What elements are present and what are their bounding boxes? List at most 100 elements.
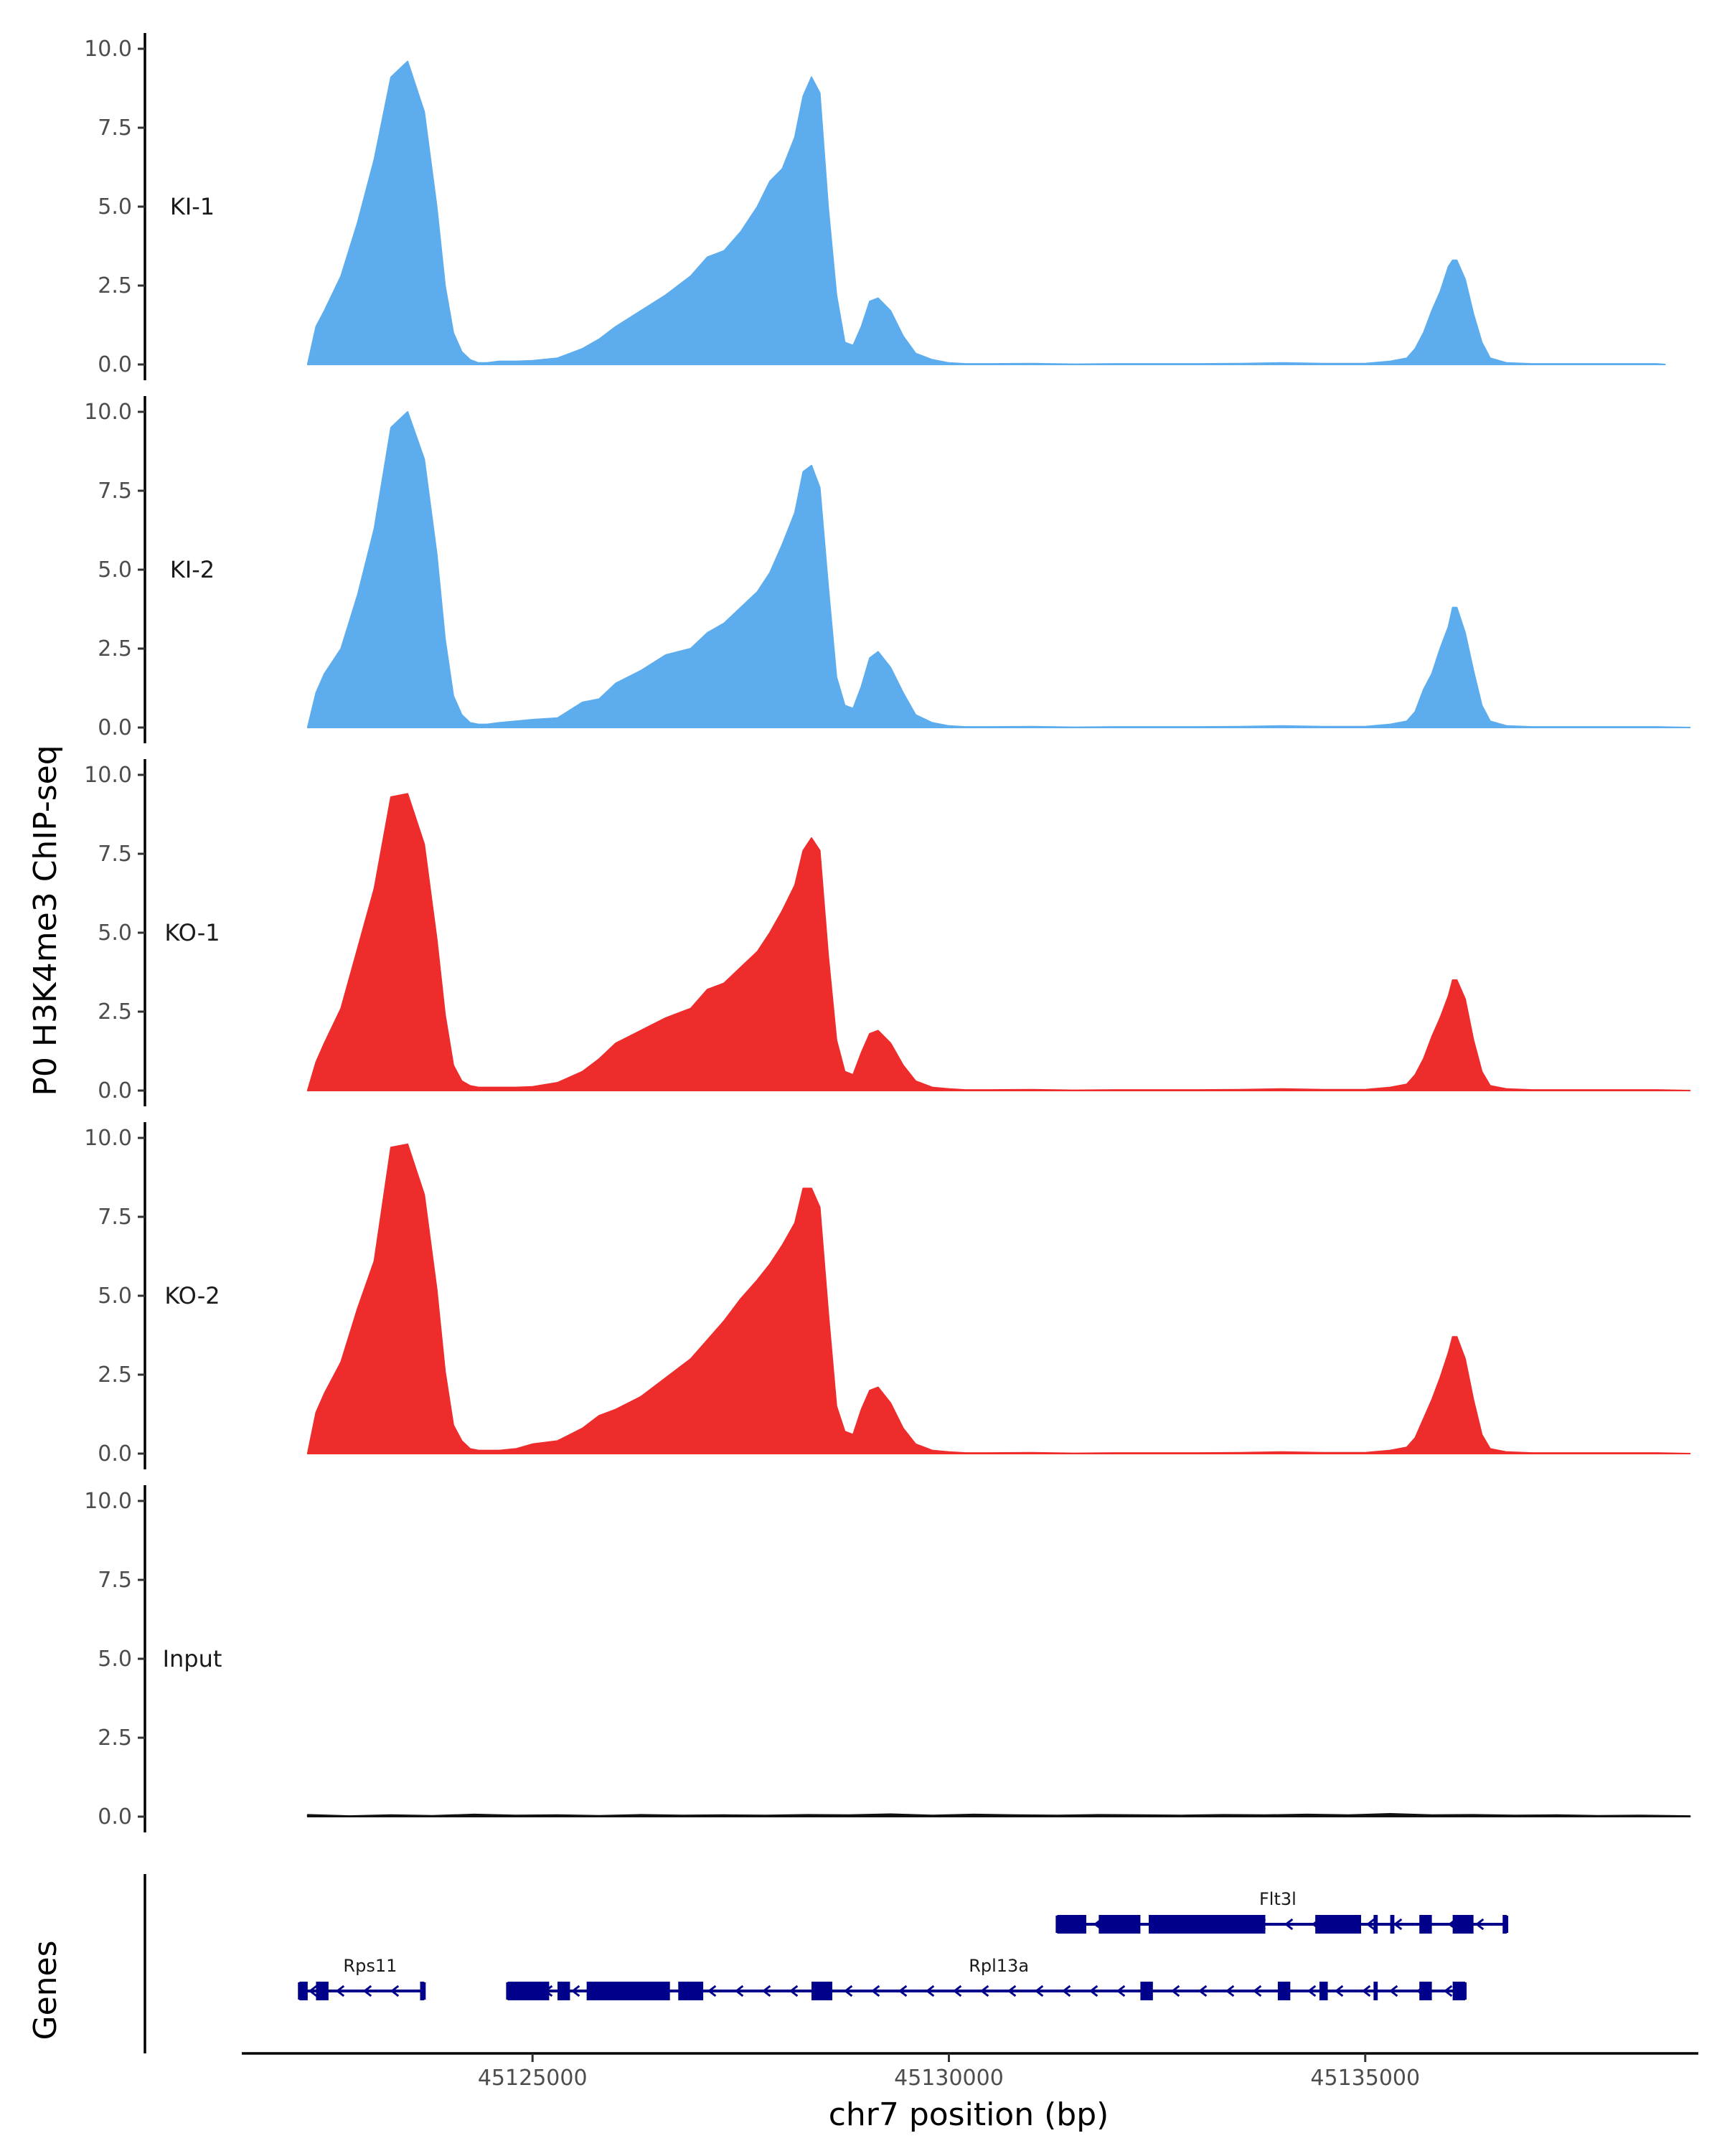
strand-arrow	[843, 1985, 853, 1997]
exon-block	[316, 1982, 329, 2000]
x-tick-label: 45135000	[1310, 2066, 1420, 2091]
strand-arrow	[1307, 1985, 1317, 1997]
strand-arrow	[1034, 1985, 1044, 1997]
exon-block	[1373, 1915, 1378, 1934]
strand-arrow	[1225, 1985, 1235, 1997]
coverage-area-ko-2	[306, 1143, 1691, 1454]
exon-block	[420, 1982, 425, 2000]
track-label: KI-2	[170, 556, 215, 583]
y-tick-label: 0.0	[98, 1804, 132, 1830]
y-tick-label: 2.5	[98, 1362, 132, 1388]
y-tick-label: 2.5	[98, 999, 132, 1025]
strand-arrow	[570, 1985, 580, 1997]
strand-arrow	[1334, 1985, 1344, 1997]
strand-arrow	[898, 1985, 908, 1997]
track-panel: 0.0 2.5 5.0 7.5 10.0 KI-1	[84, 33, 1666, 380]
track-label: KO-1	[164, 919, 220, 946]
strand-arrow	[952, 1985, 962, 1997]
gene-model-rps11: Rps11	[298, 1956, 426, 2000]
exon-block	[1419, 1982, 1432, 2000]
track-panel: 0.0 2.5 5.0 7.5 10.0 KO-1	[84, 759, 1691, 1106]
exon-block	[1057, 1915, 1086, 1934]
strand-arrow	[979, 1985, 989, 1997]
strand-arrow	[1252, 1985, 1262, 1997]
strand-arrow	[707, 1985, 717, 1997]
y-tick-label: 10.0	[84, 763, 132, 788]
genes-axis-title: Genes	[27, 1940, 64, 2040]
y-tick-label: 2.5	[98, 636, 132, 662]
y-tick-label: 5.0	[98, 194, 132, 220]
exon-block	[1315, 1915, 1361, 1934]
strand-arrow	[1284, 1918, 1294, 1931]
track-panel: 0.0 2.5 5.0 7.5 10.0 KI-2	[84, 396, 1691, 743]
strand-arrow	[1443, 1985, 1453, 1997]
exon-block	[507, 1982, 550, 2000]
y-tick-label: 10.0	[84, 1489, 132, 1514]
exon-block	[1452, 1915, 1474, 1934]
strand-arrow	[1388, 1985, 1398, 1997]
y-tick-label: 5.0	[98, 921, 132, 946]
gene-label: Rps11	[343, 1956, 397, 1976]
y-tick-label: 0.0	[98, 715, 132, 740]
genes-panel: Flt3l Rps11 Rpl13a	[144, 1874, 1509, 2053]
strand-arrow	[1088, 1985, 1098, 1997]
y-tick-label: 7.5	[98, 842, 132, 867]
y-tick-label: 10.0	[84, 1126, 132, 1151]
y-tick-label: 0.0	[98, 1078, 132, 1103]
x-tick-label: 45130000	[894, 2066, 1004, 2091]
strand-arrow	[335, 1985, 345, 1997]
y-axis-title: P0 H3K4me3 ChIP-seq	[27, 745, 64, 1096]
y-tick-label: 10.0	[84, 37, 132, 62]
exon-block	[1502, 1915, 1507, 1934]
track-panel: 0.0 2.5 5.0 7.5 10.0 Input	[84, 1485, 1691, 1832]
strand-arrow	[362, 1985, 372, 1997]
y-tick-label: 5.0	[98, 1284, 132, 1309]
exon-block	[1149, 1915, 1266, 1934]
y-tick-label: 7.5	[98, 1568, 132, 1593]
exon-block	[1277, 1982, 1291, 2000]
strand-arrow	[1007, 1985, 1017, 1997]
coverage-area-ki-1	[306, 60, 1666, 365]
exon-block	[811, 1982, 833, 2000]
track-label: KI-1	[170, 193, 215, 220]
exon-block	[586, 1982, 670, 2000]
exon-block	[299, 1982, 308, 2000]
strand-arrow	[761, 1985, 771, 1997]
x-axis-title: chr7 position (bp)	[829, 2096, 1109, 2133]
exon-block	[1373, 1982, 1378, 2000]
coverage-area-ki-2	[306, 411, 1691, 728]
exon-block	[1452, 1982, 1466, 2000]
strand-arrow	[1198, 1985, 1208, 1997]
coverage-tracks: 0.0 2.5 5.0 7.5 10.0 KI-1 0.0 2.5 5.0 7.5 10.0 KI-2…	[84, 33, 1691, 1832]
strand-arrow	[1393, 1918, 1403, 1931]
strand-arrow	[390, 1985, 400, 1997]
exon-block	[1419, 1915, 1432, 1934]
strand-arrow	[1361, 1985, 1371, 1997]
x-axis: 45125000 45130000 45135000	[242, 2052, 1698, 2091]
gene-model-flt3l: Flt3l	[1055, 1889, 1509, 1934]
y-tick-label: 0.0	[98, 352, 132, 377]
strand-arrow	[734, 1985, 744, 1997]
track-label: Input	[163, 1645, 222, 1672]
strand-arrow	[1365, 1918, 1375, 1931]
exon-block	[1390, 1915, 1395, 1934]
strand-arrow	[1170, 1985, 1180, 1997]
strand-arrow	[308, 1985, 318, 1997]
y-tick-label: 0.0	[98, 1441, 132, 1467]
exon-block	[557, 1982, 570, 2000]
track-panel: 0.0 2.5 5.0 7.5 10.0 KO-2	[84, 1122, 1691, 1469]
y-tick-label: 5.0	[98, 1647, 132, 1672]
coverage-area-input	[306, 1813, 1691, 1817]
y-tick-label: 7.5	[98, 479, 132, 504]
gene-label: Flt3l	[1259, 1889, 1297, 1909]
coverage-area-ko-1	[306, 793, 1691, 1091]
strand-arrow	[870, 1985, 880, 1997]
y-tick-label: 10.0	[84, 400, 132, 425]
y-tick-label: 5.0	[98, 557, 132, 583]
gene-label: Rpl13a	[969, 1956, 1029, 1976]
exon-block	[1098, 1915, 1141, 1934]
y-tick-label: 2.5	[98, 273, 132, 298]
strand-arrow	[1116, 1985, 1126, 1997]
